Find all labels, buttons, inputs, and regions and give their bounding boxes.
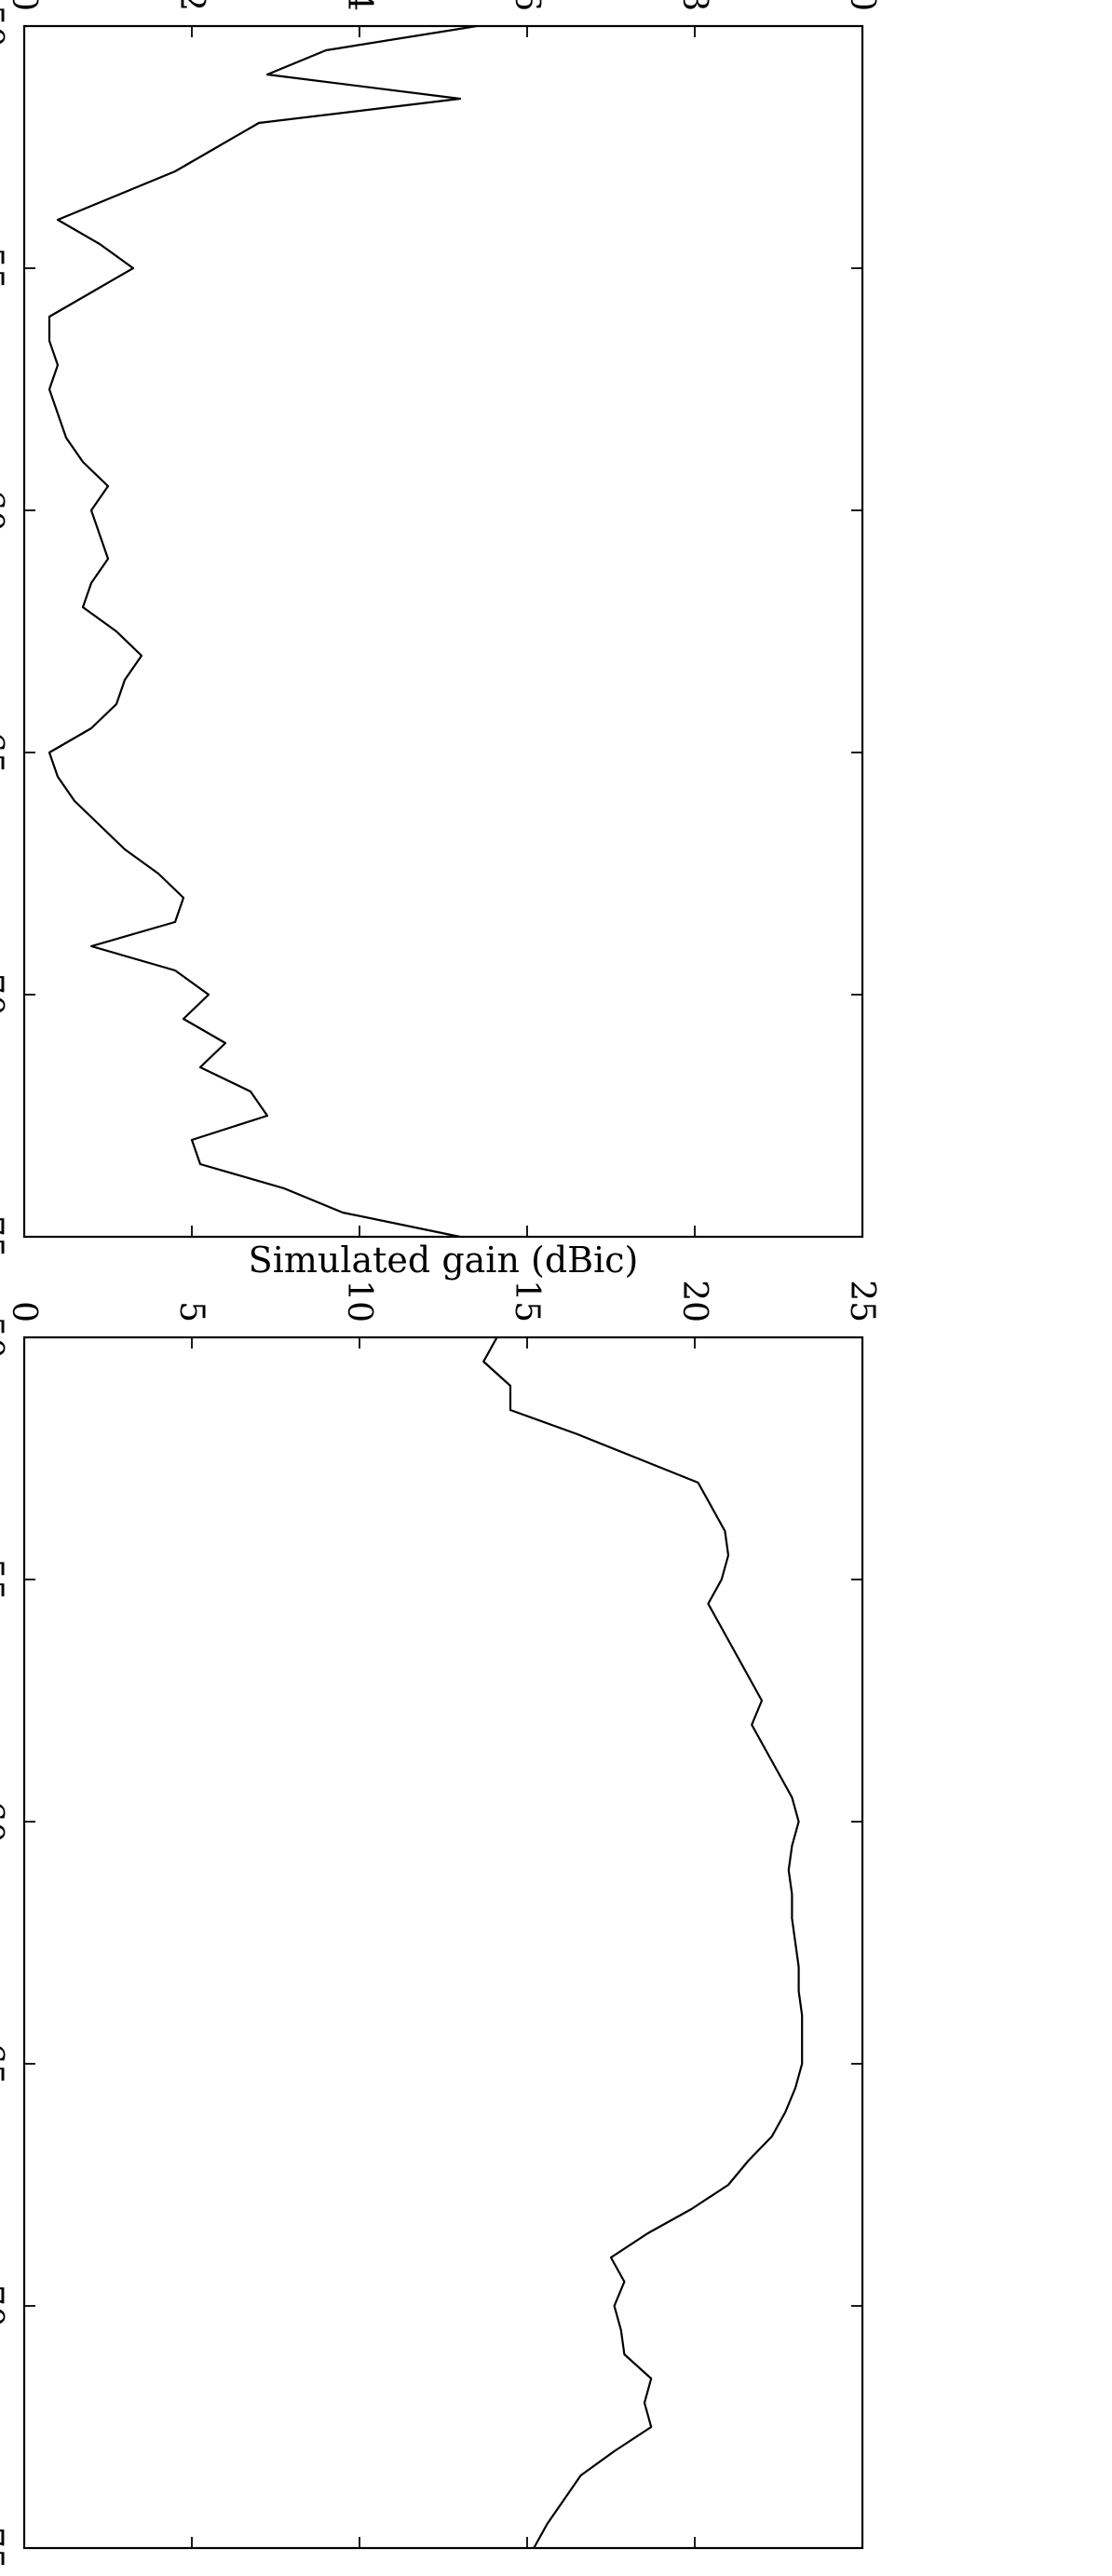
chart-a-y-tick-label: 25 [843,1280,881,1322]
chart-b-x-tick-label: 60 [0,489,9,532]
chart-a-y-tick-label: 5 [172,1301,210,1322]
chart-b-x-tick-label: 70 [0,973,9,1016]
chart-a-x-tick-label: 75 [0,2527,9,2569]
chart-b-x-tick-label: 50 [0,5,9,47]
chart-b-x-tick-label: 55 [0,247,9,290]
chart-a-x-tick-label: 55 [0,1558,9,1601]
chart-a-x-tick-label: 60 [0,1800,9,1843]
chart-a-x-tick-label: 70 [0,2285,9,2327]
chart-b-y-tick-label: 2 [172,0,210,11]
chart-b-plot-frame [22,24,864,1239]
chart-a-x-tick-label: 50 [0,1316,9,1359]
chart-a-y-tick-label: 10 [340,1280,378,1322]
chart-b-x-tick-label: 65 [0,731,9,774]
chart-b-y-tick-label: 6 [508,0,546,11]
chart-a-series-line [482,1336,804,2549]
chart-a-y-tick-label: 0 [5,1301,43,1322]
chart-b-y-tick-label: 4 [340,0,378,11]
chart-a-plot-frame [22,1335,864,2550]
chart-b-x-tick-label: 75 [0,1215,9,1258]
chart-b-y-tick-label: 0 [5,0,43,11]
chart-a-y-tick-label: 15 [508,1280,546,1322]
chart-b-series-line [47,24,478,1239]
chart-b-y-tick-label: 8 [675,0,713,11]
chart-a: 5055606570750510152025Freq.(GHz)Simulate… [0,1240,881,2569]
chart-a-y-axis-title: Simulated gain (dBic) [249,1240,639,1281]
chart-b-y-tick-label: 10 [843,0,881,11]
chart-a-x-tick-label: 65 [0,2042,9,2085]
chart-b: 5055606570750246810Freq.(GHz)Axial ratio… [0,0,881,1258]
chart-a-y-tick-label: 20 [675,1280,713,1322]
